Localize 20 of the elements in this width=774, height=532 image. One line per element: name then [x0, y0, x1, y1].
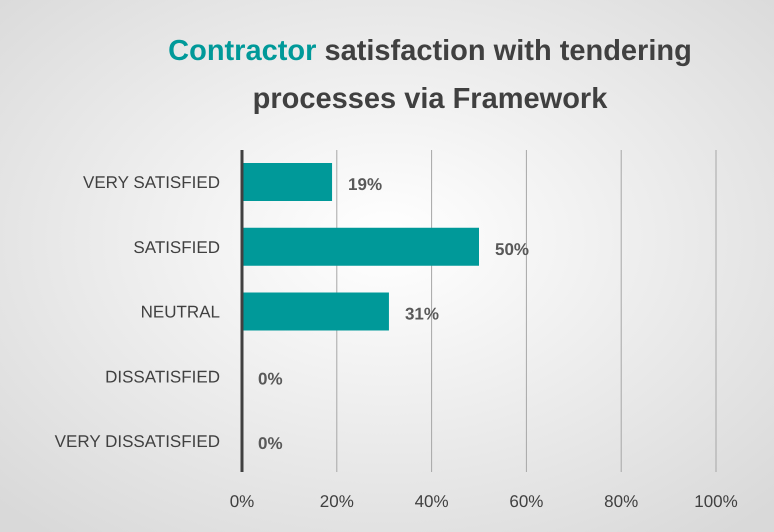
x-tick-label: 60% [509, 492, 544, 511]
y-tick-label: SATISFIED [133, 238, 220, 257]
data-label: 50% [495, 240, 530, 259]
x-tick-label: 20% [320, 492, 354, 511]
x-tick-label: 0% [230, 492, 254, 511]
bar [242, 163, 332, 201]
y-tick-label: NEUTRAL [140, 302, 220, 322]
x-tick-label: 80% [604, 492, 638, 511]
data-label: 0% [258, 369, 283, 388]
y-tick-label: DISSATISFIED [105, 367, 220, 386]
chart-title: Contractor satisfaction with tendering processes via Framework [168, 35, 692, 115]
data-label: 0% [258, 434, 283, 453]
bar [242, 292, 389, 330]
bar [242, 228, 479, 266]
y-tick-label: VERY DISSATISFIED [54, 432, 220, 451]
y-tick-label: VERY SATISFIED [83, 173, 220, 192]
data-label: 19% [348, 175, 382, 194]
data-label: 31% [404, 304, 439, 324]
x-tick-label: 40% [414, 492, 449, 511]
x-tick-label: 100% [694, 492, 738, 511]
